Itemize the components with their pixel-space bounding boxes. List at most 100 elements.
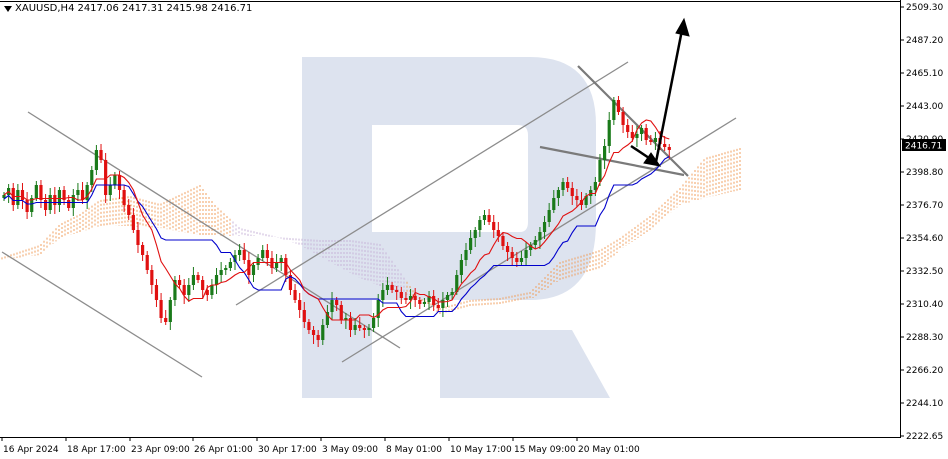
- tenkan-sen-line: [3, 119, 670, 321]
- candle-body: [663, 144, 667, 147]
- price-tick-label: 2266.20: [906, 366, 943, 376]
- candle-body: [607, 120, 611, 146]
- candle-body: [422, 302, 427, 304]
- candle-body: [603, 146, 607, 160]
- candle-body: [459, 260, 463, 275]
- candle-body: [385, 285, 390, 290]
- candle-body: [432, 296, 436, 305]
- candle-body: [298, 300, 302, 310]
- candle-body: [191, 275, 196, 285]
- candle-body: [492, 222, 496, 230]
- candle-body: [274, 262, 279, 268]
- candle-body: [34, 185, 38, 198]
- ohlc-values: 2417.06 2417.31 2415.98 2416.71: [77, 3, 253, 14]
- price-axis[interactable]: 2509.302487.202465.102443.002420.902398.…: [900, 3, 943, 442]
- ichimoku-cloud: [1, 148, 741, 314]
- candle-body: [256, 258, 260, 265]
- candle-body: [20, 190, 25, 200]
- candle-body: [127, 205, 131, 215]
- candle-body: [67, 200, 71, 208]
- candle-body: [177, 280, 182, 285]
- candle-body: [321, 325, 325, 340]
- candle-body: [339, 305, 343, 320]
- candle-body: [251, 265, 256, 275]
- candle-body: [593, 182, 597, 190]
- candle-body: [362, 328, 366, 330]
- candle-body: [547, 210, 551, 222]
- candle-body: [233, 255, 237, 262]
- candle-body: [372, 318, 376, 328]
- candle-body: [524, 250, 528, 258]
- time-tick-label: 3 May 09:00: [322, 445, 378, 455]
- candle-body: [90, 170, 94, 185]
- candle-body: [399, 292, 403, 298]
- candle-body: [173, 280, 177, 300]
- candle-body: [25, 200, 29, 212]
- candle-body: [510, 252, 514, 258]
- price-tick-label: 2398.80: [906, 168, 943, 178]
- time-tick-label: 15 May 09:00: [514, 445, 576, 455]
- candle-body: [108, 185, 112, 195]
- candle-body: [53, 195, 57, 205]
- candle-body: [57, 190, 62, 205]
- candle-body: [598, 160, 602, 182]
- candle-body: [2, 195, 6, 198]
- candle-body: [533, 240, 537, 245]
- triangle-down-icon[interactable]: [4, 5, 12, 12]
- candle-body: [30, 198, 34, 212]
- candle-body: [496, 230, 500, 236]
- candle-body: [330, 300, 334, 312]
- candle-body: [201, 280, 205, 290]
- candle-body: [344, 318, 348, 320]
- candle-body: [538, 232, 542, 240]
- price-tick-label: 2244.10: [906, 399, 943, 409]
- candle-body: [469, 238, 473, 250]
- time-tick-label: 20 May 01:00: [578, 445, 640, 455]
- candle-body: [427, 296, 431, 302]
- candle-body: [159, 300, 163, 318]
- time-tick-label: 10 May 17:00: [450, 445, 512, 455]
- down-channel-upper: [27, 111, 401, 349]
- kijun-sen-line: [3, 156, 670, 318]
- candle-body: [626, 125, 630, 132]
- candle-body: [487, 215, 491, 222]
- candle-body: [150, 270, 154, 285]
- candle-body: [464, 250, 468, 260]
- candle-body: [376, 300, 380, 318]
- broker-logo-r-icon: [302, 57, 610, 398]
- triangle-lower-line: [539, 145, 685, 177]
- price-tick-label: 2465.10: [906, 69, 943, 79]
- candle-body: [154, 285, 159, 300]
- time-axis[interactable]: 16 Apr 2024 18 Apr 17:00 23 Apr 09:00 26 Ap…: [1, 437, 640, 455]
- down-channel-lower: [1, 251, 203, 378]
- candle-body: [445, 295, 450, 300]
- candle-body: [205, 290, 209, 295]
- candle-body: [505, 246, 510, 252]
- symbol-name: XAUUSD,H4: [15, 3, 75, 14]
- time-tick-label: 23 Apr 09:00: [131, 445, 190, 455]
- candle-body: [288, 275, 293, 290]
- candle-body: [501, 236, 505, 246]
- time-tick-label: 26 Apr 01:00: [194, 445, 253, 455]
- candle-body: [62, 190, 66, 200]
- candle-body: [408, 296, 413, 300]
- candle-body: [335, 300, 339, 305]
- price-tick-label: 2288.30: [906, 333, 943, 343]
- candle-body: [99, 150, 103, 160]
- candle-body: [219, 270, 223, 275]
- time-tick-label: 18 Apr 17:00: [67, 445, 126, 455]
- candle-body: [612, 100, 616, 120]
- candle-body: [570, 188, 574, 196]
- candle-body: [473, 230, 477, 238]
- candle-body: [556, 190, 560, 198]
- candle-body: [404, 298, 408, 300]
- candle-body: [71, 195, 75, 208]
- candle-body: [395, 290, 399, 292]
- candle-body: [265, 250, 269, 258]
- candle-body: [113, 175, 117, 185]
- symbol-header: XAUUSD,H4 2417.06 2417.31 2415.98 2416.7…: [4, 3, 252, 14]
- candle-body: [16, 190, 20, 205]
- candle-body: [307, 322, 311, 330]
